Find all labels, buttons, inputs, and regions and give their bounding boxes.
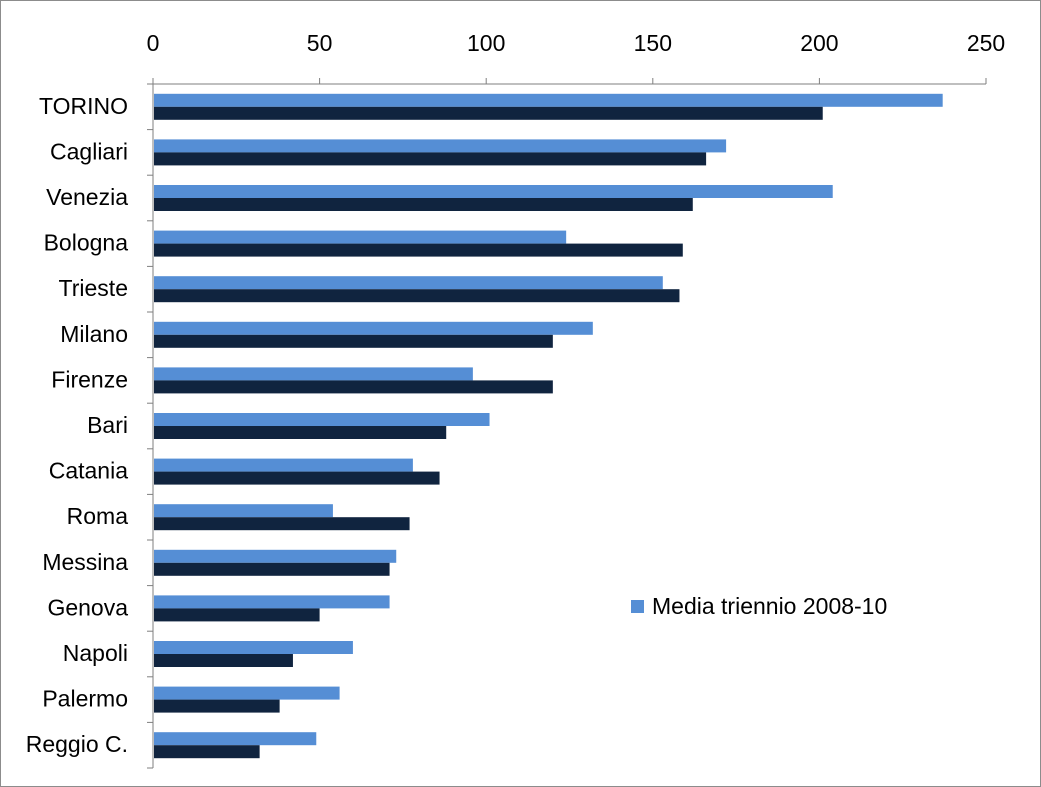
x-tick-label-200: 200 [800,30,838,56]
category-label: Catania [49,458,128,484]
category-label: Genova [47,594,128,620]
category-label: Bari [87,412,128,438]
bar-series-1-bari [154,413,490,426]
bar-series-1-catania [154,458,413,472]
category-label: Venezia [46,184,128,210]
x-tick-label-100: 100 [467,30,505,56]
bar-series-2-reggio-c [154,745,260,759]
category-label: Messina [42,549,128,575]
category-label: Cagliari [50,138,128,164]
bar-series-1-cagliari [154,139,727,153]
bar-series-2-napoli [154,654,293,667]
category-label: Reggio C. [26,731,128,757]
bar-series-2-trieste [154,289,680,303]
category-label: Milano [60,321,128,347]
category-label: Roma [67,503,129,529]
x-tick-label-50: 50 [307,30,333,56]
bar-series-2-cagliari [154,152,707,166]
bar-series-1-firenze [154,367,473,381]
bar-series-2-catania [154,471,440,485]
category-label: Palermo [42,686,128,712]
bar-series-2-genova [154,608,320,622]
category-label: Bologna [44,230,129,256]
bar-series-2-messina [154,562,390,576]
bar-series-2-roma [154,517,410,531]
category-label: Trieste [59,275,128,301]
bar-series-2-bari [154,426,447,439]
bar-series-1-bologna [154,230,567,244]
legend-label-series-1: Media triennio 2008-10 [652,593,888,619]
bar-series-2-torino [154,106,823,120]
bar-series-1-roma [154,504,333,518]
x-tick-label-0: 0 [147,30,160,56]
category-label: Napoli [63,640,128,666]
bar-series-1-messina [154,549,397,563]
bar-series-1-venezia [154,185,833,198]
bar-series-2-venezia [154,198,693,211]
bar-series-1-palermo [154,686,340,700]
x-tick-label-250: 250 [967,30,1005,56]
legend: Media triennio 2008-10 [631,590,901,622]
bar-series-1-genova [154,595,390,609]
bar-series-1-torino [154,93,943,107]
legend-swatch-series-1 [631,600,644,613]
category-label: TORINO [39,93,128,119]
x-tick-label-150: 150 [634,30,672,56]
category-label: Firenze [51,366,128,392]
bar-series-1-reggio-c [154,732,317,746]
bar-series-1-napoli [154,641,353,654]
bar-series-1-milano [154,321,593,335]
bar-series-2-milano [154,334,553,348]
bar-series-2-palermo [154,699,280,713]
bar-series-2-bologna [154,243,683,257]
bar-series-1-trieste [154,276,663,290]
bar-series-2-firenze [154,380,553,394]
